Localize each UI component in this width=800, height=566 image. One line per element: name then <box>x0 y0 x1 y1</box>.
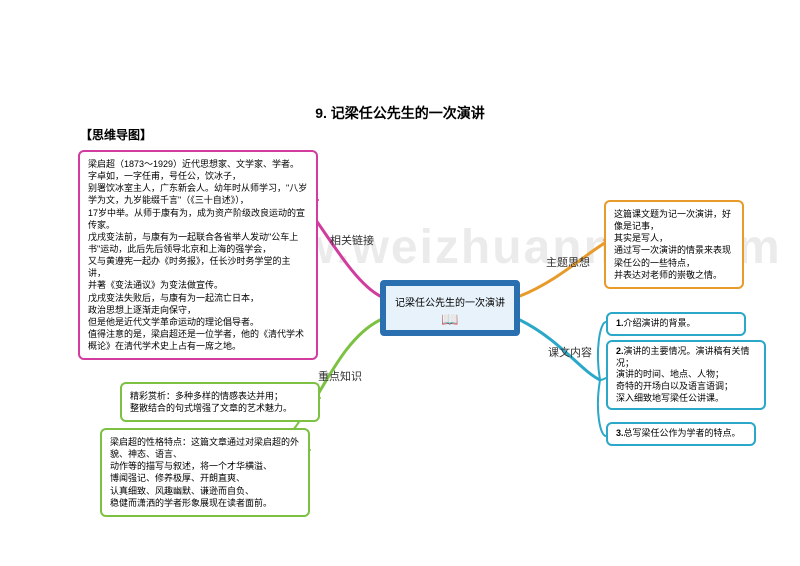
page-title: 9. 记梁任公先生的一次演讲 <box>0 103 800 123</box>
theme-box: 这篇课文题为记一次演讲，好像是记事， 其实是写人， 通过写一次演讲的情景来表现梁… <box>604 200 744 289</box>
key-knowledge-box-2: 梁启超的性格特点：这篇文章通过对梁启超的外貌、神态、语言、 动作等的描写与叙述，… <box>100 428 310 517</box>
content-item-2: 2.演讲的主要情况。演讲稿有关情况； 演讲的时间、地点、人物； 奇特的开场白以及… <box>606 340 766 410</box>
center-label: 记梁任公先生的一次演讲 <box>390 294 510 309</box>
key-knowledge-box-1: 精彩赏析：多种多样的情感表达并用； 整散结合的句式增强了文章的艺术魅力。 <box>120 382 320 422</box>
center-node: 记梁任公先生的一次演讲 📖 <box>380 280 520 336</box>
branch-label: 相关链接 <box>330 232 374 248</box>
branch-label: 主题思想 <box>546 254 590 270</box>
content-item-1: 1.介绍演讲的背景。 <box>606 312 746 336</box>
related-links-box: 梁启超（1873～1929）近代思想家、文学家、学者。 字卓如，一字任甫，号任公… <box>78 150 318 360</box>
section-subtitle: 【思维导图】 <box>80 126 152 143</box>
branch-label: 重点知识 <box>318 368 362 384</box>
branch-label: 课文内容 <box>548 344 592 360</box>
content-item-3: 3.总写梁任公作为学者的特点。 <box>606 422 756 446</box>
book-icon: 📖 <box>441 311 458 327</box>
